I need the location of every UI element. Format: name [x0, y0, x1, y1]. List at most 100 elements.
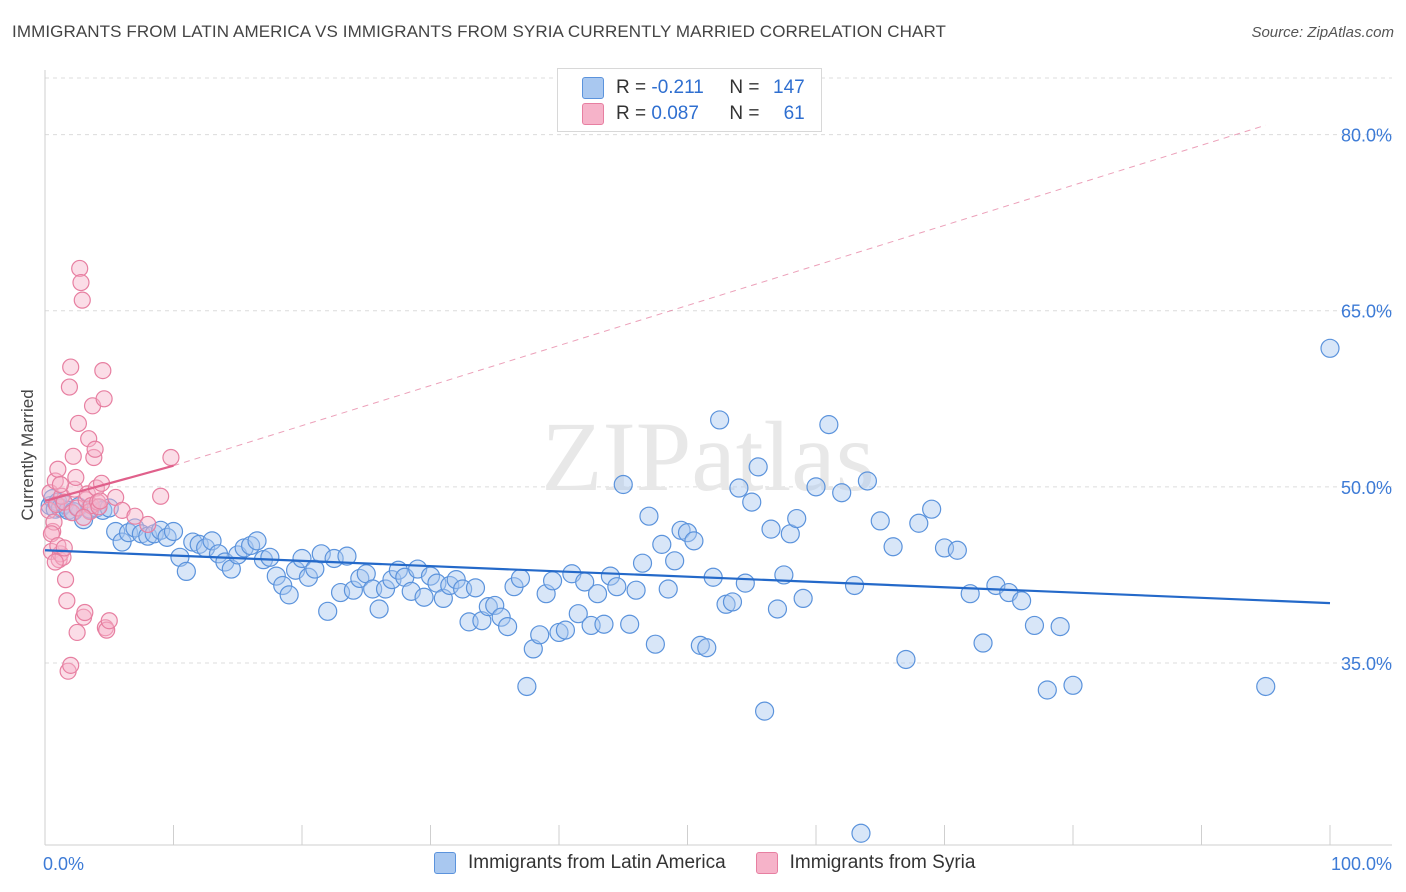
chart-title: IMMIGRANTS FROM LATIN AMERICA VS IMMIGRA… — [12, 22, 947, 41]
data-point-latin-america — [472, 611, 492, 631]
legend-n-value: 147 — [773, 77, 805, 98]
data-point-latin-america — [645, 634, 665, 654]
data-point-latin-america — [260, 547, 280, 567]
y-tick-label: 80.0% — [1341, 126, 1392, 146]
data-point-latin-america — [896, 649, 916, 670]
y-tick-label: 35.0% — [1341, 654, 1392, 674]
data-point-latin-america — [542, 571, 563, 591]
legend-item-syria[interactable]: Immigrants from Syria — [755, 852, 975, 874]
trend-line-latin-america — [44, 549, 1331, 605]
data-point-latin-america — [318, 601, 338, 621]
data-point-latin-america — [530, 625, 550, 645]
data-point-latin-america — [1024, 615, 1045, 636]
data-point-syria — [90, 498, 108, 516]
legend-r-value: -0.211 — [651, 77, 704, 98]
legend-label-latin-america: Immigrants from Latin America — [468, 852, 726, 873]
data-point-syria — [68, 623, 86, 642]
watermark: ZIPatlas — [541, 401, 874, 512]
trend-line-syria — [44, 464, 174, 503]
data-point-latin-america — [555, 620, 576, 640]
data-point-latin-america — [1050, 616, 1070, 637]
data-point-latin-america — [594, 614, 614, 634]
series-latin-america — [40, 338, 1340, 843]
data-point-latin-america — [498, 616, 518, 637]
legend-swatch-blue — [582, 77, 604, 99]
y-tick-labels: 35.0% 50.0% 65.0% 80.0% — [1341, 126, 1392, 674]
data-point-latin-america — [722, 592, 743, 612]
trend-lines — [44, 124, 1331, 605]
data-point-latin-america — [665, 551, 685, 571]
data-point-latin-america — [568, 604, 588, 624]
y-tick-label: 65.0% — [1341, 302, 1392, 322]
data-point-latin-america — [613, 474, 633, 495]
legend-row-syria: R = 0.087 N = 61 — [582, 103, 805, 125]
data-point-latin-america — [742, 492, 762, 512]
legend-item-latin-america[interactable]: Immigrants from Latin America — [434, 852, 726, 874]
data-point-latin-america — [266, 566, 286, 586]
data-point-syria — [58, 592, 76, 610]
data-point-latin-america — [754, 701, 775, 721]
data-point-latin-america — [767, 599, 788, 619]
data-point-latin-america — [491, 607, 511, 627]
data-point-syria — [73, 291, 91, 309]
data-point-latin-america — [247, 531, 267, 551]
data-point-latin-america — [729, 478, 749, 498]
legend-swatch-blue — [434, 852, 456, 874]
data-point-syria — [76, 603, 94, 622]
data-point-latin-america — [292, 548, 312, 569]
data-point-latin-america — [870, 511, 890, 531]
series-legend: Immigrants from Latin America Immigrants… — [434, 852, 1005, 874]
data-point-latin-america — [600, 566, 621, 586]
data-point-syria — [139, 515, 157, 534]
data-point-syria — [67, 468, 85, 487]
data-point-latin-america — [658, 579, 678, 599]
data-point-latin-america — [369, 599, 389, 619]
data-point-latin-america — [485, 595, 505, 616]
y-axis-label: Currently Married — [18, 389, 37, 520]
legend-n-label: N = — [729, 103, 765, 124]
data-point-latin-america — [337, 546, 357, 566]
data-point-latin-america — [1011, 591, 1032, 611]
legend-r-label: R = — [616, 103, 652, 124]
data-point-latin-america — [1256, 676, 1276, 697]
legend-r-value: 0.087 — [651, 103, 699, 124]
data-point-latin-america — [626, 580, 646, 600]
series-syria — [40, 259, 180, 680]
data-point-syria — [94, 362, 112, 380]
data-point-latin-america — [414, 587, 434, 607]
data-point-latin-america — [343, 580, 363, 600]
data-point-latin-america — [684, 531, 704, 551]
data-point-latin-america — [510, 568, 531, 589]
data-point-latin-america — [973, 633, 993, 653]
data-point-syria — [49, 460, 67, 478]
data-point-latin-america — [909, 513, 929, 533]
data-point-syria — [91, 492, 109, 510]
data-point-latin-america — [176, 561, 196, 582]
data-point-latin-america — [170, 547, 190, 567]
data-point-latin-america — [883, 537, 903, 557]
data-point-syria — [71, 259, 89, 278]
x-tick-label: 0.0% — [43, 854, 84, 874]
source-label: Source: ZipAtlas.com — [1251, 24, 1394, 41]
data-point-syria — [64, 447, 82, 465]
data-point-latin-america — [279, 585, 299, 605]
data-point-latin-america — [375, 579, 396, 599]
data-point-latin-america — [163, 521, 184, 542]
x-tick-label: 100.0% — [1331, 854, 1392, 874]
data-point-syria — [69, 414, 88, 433]
legend-r-label: R = — [616, 77, 652, 98]
data-point-syria — [80, 430, 98, 448]
data-point-latin-america — [478, 597, 498, 617]
data-point-latin-america — [639, 506, 659, 526]
data-point-latin-america — [851, 823, 871, 843]
data-point-syria — [126, 507, 144, 525]
trend-extension-syria — [173, 124, 1266, 467]
data-point-syria — [56, 571, 75, 589]
data-point-latin-america — [517, 676, 537, 697]
data-point-latin-america — [947, 540, 967, 560]
data-point-latin-america — [735, 573, 755, 593]
data-point-latin-america — [311, 544, 331, 564]
legend-n-value: 61 — [783, 103, 805, 124]
data-point-latin-america — [806, 477, 826, 497]
